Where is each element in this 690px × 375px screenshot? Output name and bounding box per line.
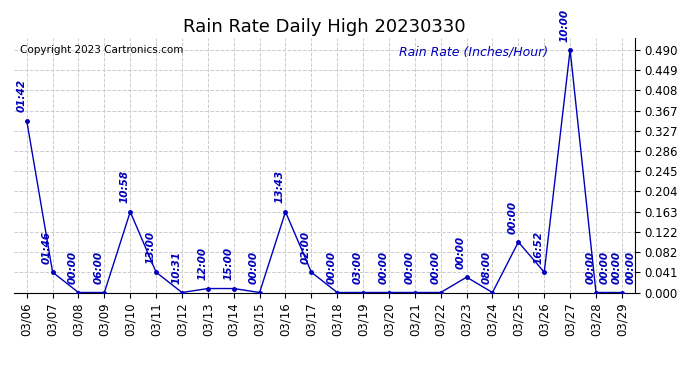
Text: 00:00: 00:00	[68, 251, 78, 284]
Text: 00:00: 00:00	[249, 251, 259, 284]
Text: 00:00: 00:00	[404, 251, 414, 284]
Title: Rain Rate Daily High 20230330: Rain Rate Daily High 20230330	[183, 18, 466, 36]
Text: 00:00: 00:00	[508, 201, 518, 234]
Text: 00:00: 00:00	[600, 251, 609, 284]
Text: 02:00: 02:00	[301, 231, 310, 264]
Text: 13:00: 13:00	[146, 231, 155, 264]
Text: 12:00: 12:00	[197, 247, 207, 280]
Text: 03:00: 03:00	[353, 251, 362, 284]
Text: Rain Rate (Inches/Hour): Rain Rate (Inches/Hour)	[399, 45, 548, 58]
Text: 00:00: 00:00	[326, 251, 337, 284]
Text: 00:00: 00:00	[456, 236, 466, 269]
Text: Copyright 2023 Cartronics.com: Copyright 2023 Cartronics.com	[20, 45, 184, 55]
Text: 08:00: 08:00	[482, 251, 492, 284]
Text: 10:00: 10:00	[560, 8, 569, 42]
Text: 15:00: 15:00	[223, 247, 233, 280]
Text: 16:52: 16:52	[533, 231, 544, 264]
Text: 01:46: 01:46	[42, 231, 52, 264]
Text: 10:31: 10:31	[171, 251, 181, 284]
Text: 13:43: 13:43	[275, 170, 285, 204]
Text: 06:00: 06:00	[94, 251, 104, 284]
Text: 00:00: 00:00	[625, 251, 635, 284]
Text: 01:42: 01:42	[16, 79, 26, 112]
Text: 00:00: 00:00	[430, 251, 440, 284]
Text: 10:58: 10:58	[119, 170, 130, 204]
Text: 00:00: 00:00	[611, 251, 621, 284]
Text: 00:00: 00:00	[585, 251, 595, 284]
Text: 00:00: 00:00	[378, 251, 388, 284]
